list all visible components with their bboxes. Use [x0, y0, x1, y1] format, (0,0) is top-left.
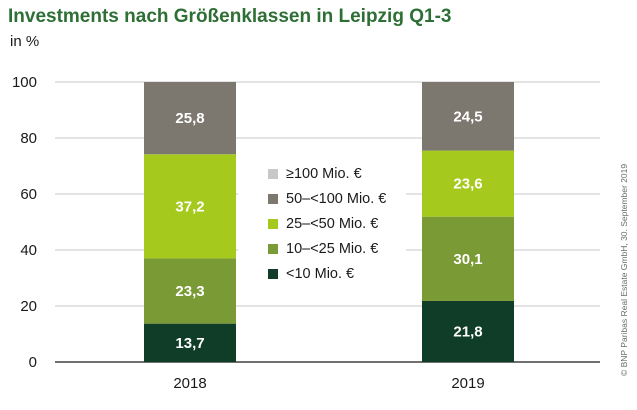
legend-label: 50–<100 Mio. €: [286, 190, 387, 207]
bar-data-label: 23,3: [175, 283, 204, 300]
bar-segment: [144, 258, 236, 324]
bar-segment: [422, 300, 514, 362]
chart-title: Investments nach Größenklassen in Leipzi…: [8, 6, 452, 27]
legend-label: <10 Mio. €: [286, 265, 355, 282]
bar-data-label: 37,2: [175, 198, 204, 215]
legend-label: ≥100 Mio. €: [286, 165, 362, 182]
legend-swatch: [268, 243, 278, 254]
y-tick-label: 100: [12, 74, 37, 91]
bar-segment: [144, 323, 236, 362]
bar-data-label: 23,6: [453, 176, 482, 193]
legend: ≥100 Mio. € 50–<100 Mio. € 25–<50 Mio. € 10…: [238, 158, 406, 289]
bar-segment: [144, 154, 236, 259]
legend-swatch: [268, 218, 278, 229]
bar-segment: [422, 150, 514, 217]
y-axis-unit-label: in %: [10, 33, 40, 50]
legend-swatch: [268, 193, 278, 204]
bar-data-label: 25,8: [175, 110, 204, 127]
y-tick-label: 0: [29, 354, 37, 371]
bar-data-label: 24,5: [453, 108, 482, 125]
bar-data-label: 30,1: [453, 251, 482, 268]
y-tick-label: 20: [20, 298, 37, 315]
y-tick-label: 80: [20, 130, 37, 147]
copyright-note: © BNP Paribas Real Estate GmbH, 30. Sept…: [619, 163, 629, 376]
legend-item: <10 Mio. €: [238, 261, 406, 286]
y-tick-label: 60: [20, 186, 37, 203]
legend-label: 25–<50 Mio. €: [286, 215, 379, 232]
bar-segment: [422, 82, 514, 151]
legend-swatch: [268, 168, 278, 179]
legend-item: 50–<100 Mio. €: [238, 186, 406, 211]
bar-data-label: 21,8: [453, 323, 482, 340]
bar-segment: [422, 216, 514, 301]
bar-segment: [144, 82, 236, 155]
legend-item: 25–<50 Mio. €: [238, 211, 406, 236]
bar-data-label: 13,7: [175, 335, 204, 352]
x-tick-label: 2018: [173, 375, 206, 392]
legend-item: ≥100 Mio. €: [238, 161, 406, 186]
legend-item: 10–<25 Mio. €: [238, 236, 406, 261]
x-tick-label: 2019: [451, 375, 484, 392]
y-tick-label: 40: [20, 242, 37, 259]
legend-label: 10–<25 Mio. €: [286, 240, 379, 257]
legend-swatch: [268, 268, 278, 279]
